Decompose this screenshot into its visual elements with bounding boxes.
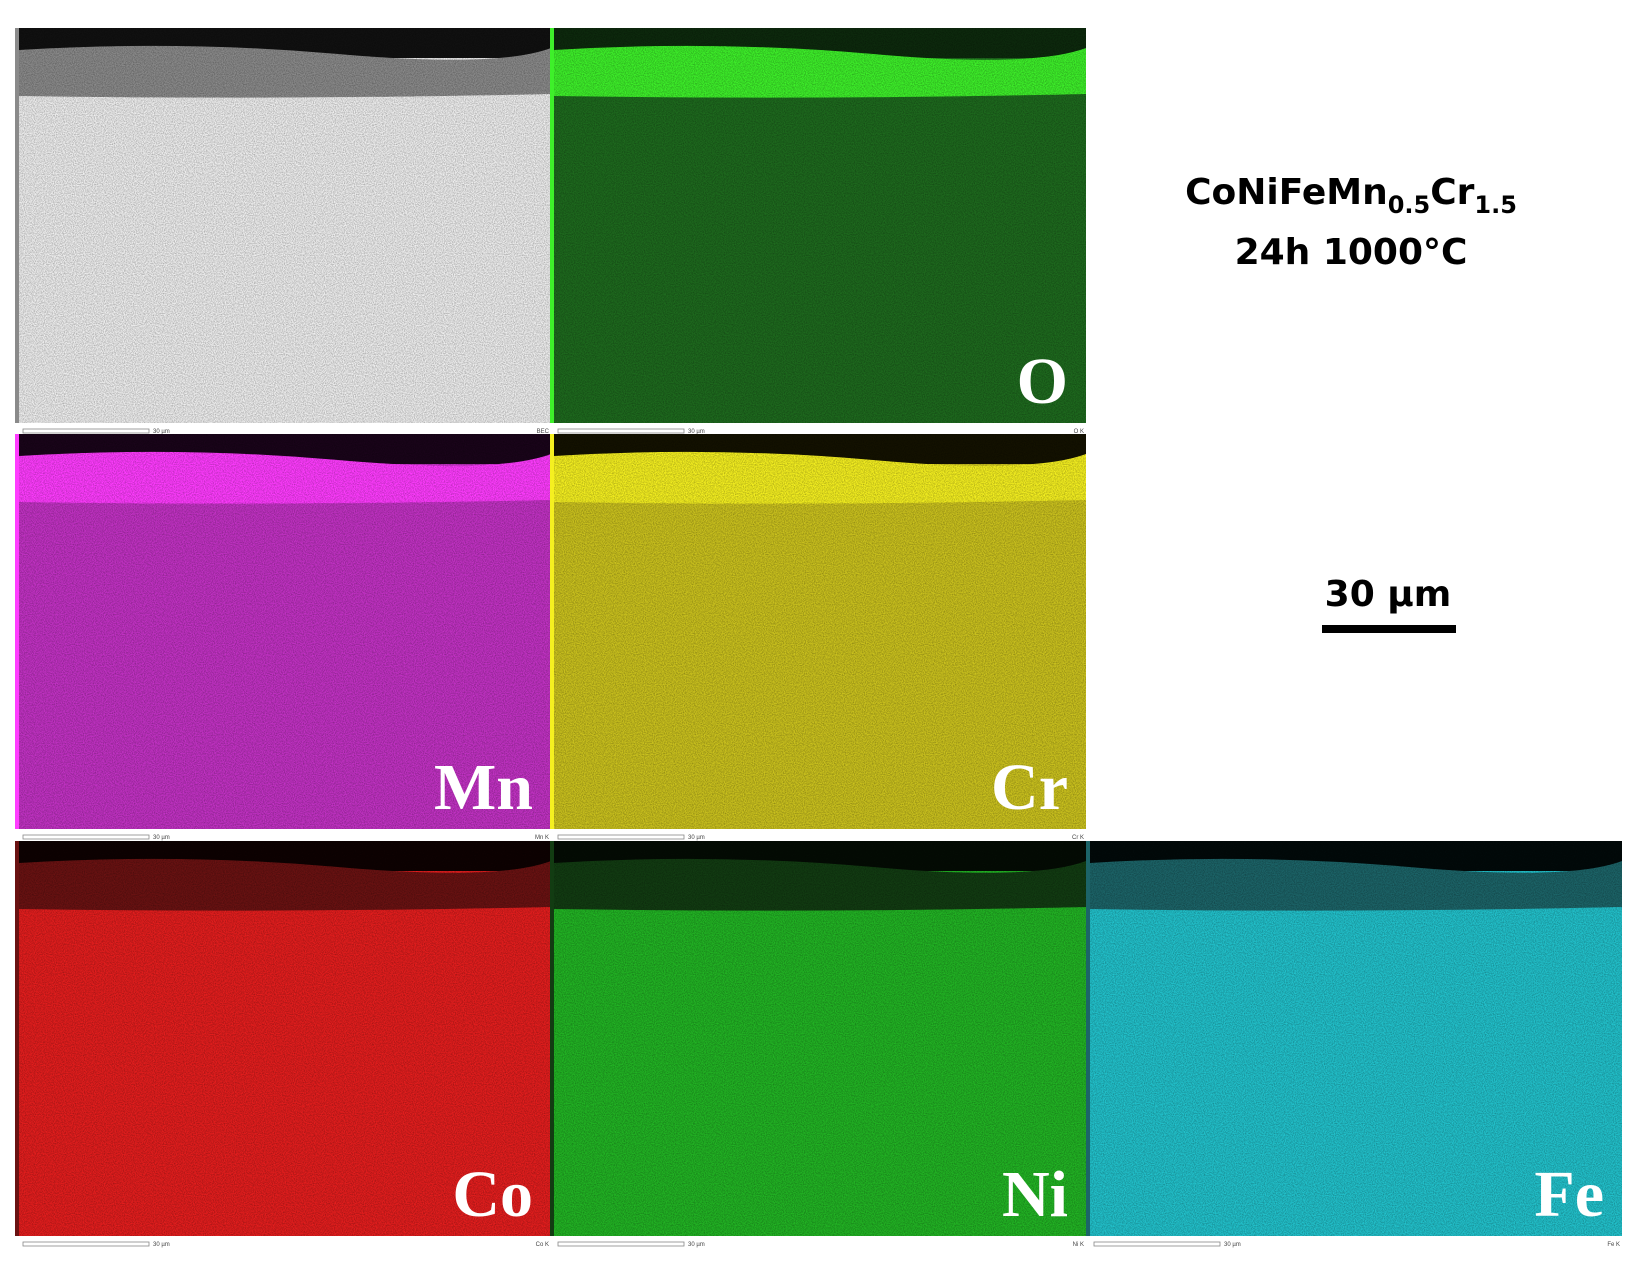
element-label: Co xyxy=(452,1158,533,1231)
eds-map: Mn 30 µm Mn K xyxy=(15,434,551,841)
title: CoNiFeMn0.5Cr1.5 xyxy=(1185,172,1517,219)
title-part: CoNiFeMn xyxy=(1185,172,1388,213)
element-label: Cr xyxy=(991,751,1068,824)
map-edge xyxy=(550,28,554,423)
map-grain xyxy=(19,434,551,829)
eds-map: O 30 µm O K xyxy=(550,28,1086,435)
micron-bar-label: 30 µm xyxy=(153,429,170,435)
element-label: O xyxy=(1017,345,1068,418)
scale-bar xyxy=(1322,625,1456,633)
detector-label: Ni K xyxy=(1073,1242,1084,1248)
map-grain xyxy=(19,28,551,423)
micron-bar xyxy=(557,428,685,434)
eds-map: 30 µm BEC xyxy=(15,28,551,435)
detector-label: Cr K xyxy=(1072,835,1084,841)
map-edge xyxy=(15,28,19,423)
micron-bar-label: 30 µm xyxy=(1224,1242,1241,1248)
element-label: Ni xyxy=(1002,1158,1068,1231)
micron-bar-label: 30 µm xyxy=(153,835,170,841)
eds-map: Ni 30 µm Ni K xyxy=(550,841,1086,1248)
micron-bar xyxy=(557,834,685,840)
detector-label: BEC xyxy=(537,429,550,435)
detector-label: Fe K xyxy=(1607,1242,1620,1248)
micron-bar-label: 30 µm xyxy=(153,1242,170,1248)
map-edge xyxy=(550,434,554,829)
micron-bar-label: 30 µm xyxy=(688,835,705,841)
map-edge xyxy=(15,434,19,829)
micron-bar xyxy=(22,428,150,434)
eds-map: Fe 30 µm Fe K xyxy=(1086,841,1622,1248)
micron-bar-label: 30 µm xyxy=(688,429,705,435)
detector-label: Co K xyxy=(536,1242,549,1248)
map-grain xyxy=(554,434,1086,829)
scale-bar-label: 30 µm xyxy=(1325,574,1452,615)
subtitle: 24h 1000°C xyxy=(1235,232,1468,273)
title-subscript: 1.5 xyxy=(1474,191,1517,219)
map-edge xyxy=(1086,841,1090,1236)
micron-bar xyxy=(22,1241,150,1247)
map-grain xyxy=(19,841,551,1236)
micron-bar xyxy=(1093,1241,1221,1247)
map-edge xyxy=(15,841,19,1236)
title-subscript: 0.5 xyxy=(1388,191,1431,219)
eds-map: Cr 30 µm Cr K xyxy=(550,434,1086,841)
element-label: Mn xyxy=(434,751,533,824)
eds-map: Co 30 µm Co K xyxy=(15,841,551,1248)
element-label: Fe xyxy=(1534,1158,1604,1231)
detector-label: O K xyxy=(1074,429,1084,435)
map-edge xyxy=(550,841,554,1236)
micron-bar xyxy=(557,1241,685,1247)
detector-label: Mn K xyxy=(535,835,549,841)
title-part: Cr xyxy=(1430,172,1474,213)
map-grain xyxy=(1090,841,1622,1236)
map-grain xyxy=(554,28,1086,423)
map-grain xyxy=(554,841,1086,1236)
micron-bar xyxy=(22,834,150,840)
micron-bar-label: 30 µm xyxy=(688,1242,705,1248)
